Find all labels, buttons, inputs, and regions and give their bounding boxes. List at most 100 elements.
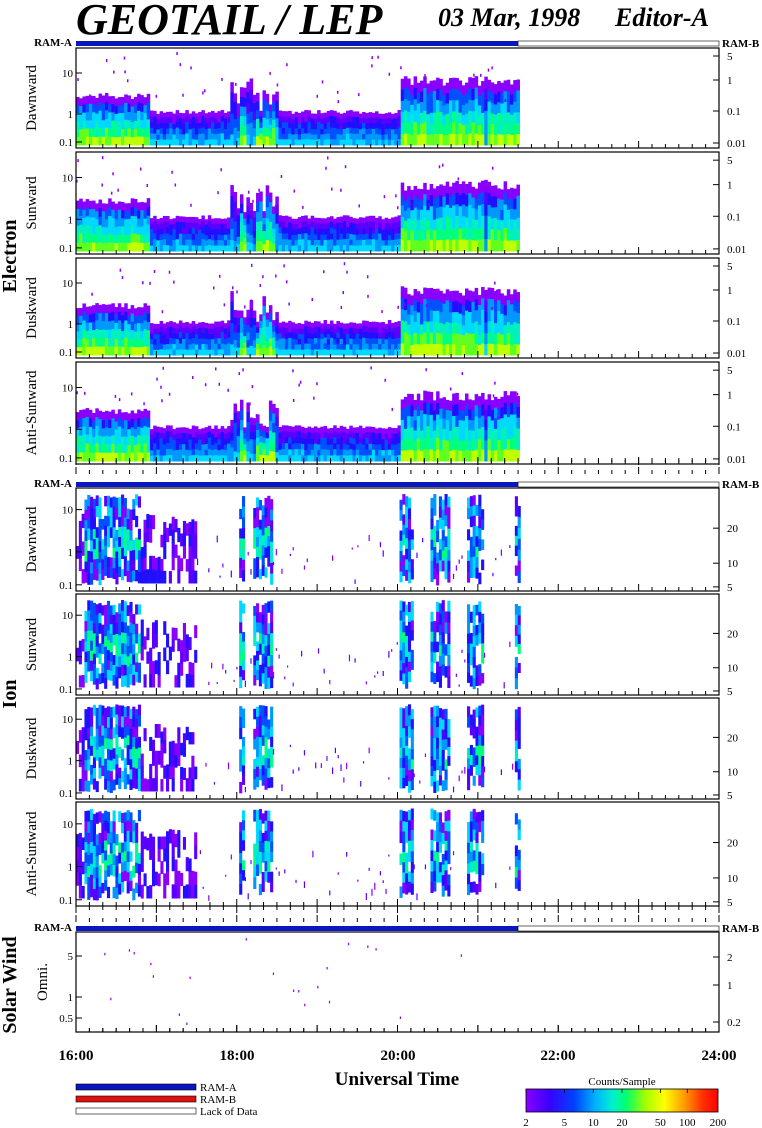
heatmap-cell — [76, 546, 80, 559]
heatmap-cell — [162, 328, 167, 335]
heatmap-cell — [329, 427, 334, 434]
heatmap-cell — [275, 312, 279, 320]
heatmap-cell — [275, 274, 277, 278]
heatmap-cell — [339, 124, 344, 130]
heatmap-cell — [175, 239, 180, 246]
heatmap-cell — [407, 133, 411, 146]
heatmap-cell — [468, 301, 472, 313]
heatmap-cell — [468, 311, 472, 324]
heatmap-cell — [191, 437, 196, 444]
heatmap-cell — [317, 121, 321, 129]
heatmap-cell — [493, 301, 498, 313]
heatmap-cell — [442, 115, 447, 126]
heatmap-cell — [82, 209, 86, 219]
heatmap-cell — [339, 216, 344, 223]
heatmap-cell — [471, 430, 475, 442]
heatmap-cell — [127, 429, 131, 438]
heatmap-cell — [503, 192, 508, 206]
heatmap-cell — [510, 414, 514, 427]
heatmap-cell — [436, 661, 440, 673]
heatmap-cell — [101, 436, 106, 446]
heatmap-cell — [185, 444, 189, 451]
heatmap-cell — [346, 215, 350, 222]
heatmap-cell — [465, 449, 469, 462]
heatmap-cell — [516, 439, 520, 451]
heatmap-cell — [109, 633, 113, 644]
heatmap-cell — [262, 135, 266, 146]
heatmap-cell — [516, 195, 520, 208]
y-tick-label: 1 — [727, 75, 733, 87]
heatmap-cell — [137, 315, 141, 324]
heatmap-cell — [397, 455, 402, 462]
heatmap-cell — [129, 519, 133, 531]
heatmap-cell — [261, 515, 265, 526]
heatmap-cell — [291, 443, 295, 451]
heatmap-cell — [104, 321, 109, 331]
heatmap-cell — [258, 499, 262, 511]
heatmap-cell — [423, 321, 427, 334]
heatmap-cell — [78, 652, 82, 665]
heatmap-cell — [378, 113, 382, 120]
heatmap-cell — [407, 229, 411, 241]
heatmap-cell — [426, 332, 430, 345]
heatmap-cell — [111, 128, 115, 138]
heatmap-cell — [416, 438, 421, 451]
heatmap-cell — [175, 433, 180, 440]
heatmap-cell — [92, 767, 96, 780]
heatmap-cell — [126, 735, 130, 746]
heatmap-cell — [461, 105, 466, 116]
heatmap-cell — [516, 406, 520, 419]
heatmap-cell — [452, 573, 455, 579]
heatmap-cell — [246, 317, 250, 326]
heatmap-cell — [108, 198, 112, 208]
heatmap-cell — [416, 552, 418, 559]
heatmap-cell — [358, 204, 361, 208]
heatmap-cell — [514, 565, 518, 576]
heatmap-cell — [352, 128, 357, 135]
heatmap-cell — [112, 706, 116, 718]
heatmap-cell — [317, 648, 320, 654]
heatmap-cell — [487, 239, 492, 252]
heatmap-cell — [265, 326, 270, 335]
heatmap-cell — [358, 129, 363, 136]
heatmap-cell — [111, 242, 115, 252]
heatmap-cell — [223, 303, 226, 307]
heatmap-cell — [317, 433, 321, 440]
heatmap-cell — [162, 323, 167, 330]
heatmap-cell — [258, 188, 260, 192]
heatmap-cell — [239, 548, 243, 559]
heatmap-cell — [333, 323, 337, 330]
heatmap-cell — [88, 120, 93, 130]
heatmap-cell — [381, 349, 385, 356]
heatmap-cell — [98, 746, 102, 758]
heatmap-cell — [124, 311, 128, 322]
heatmap-cell — [326, 234, 331, 241]
heatmap-cell — [358, 222, 363, 229]
heatmap-cell — [397, 127, 402, 134]
heatmap-cell — [166, 338, 170, 345]
heatmap-cell — [123, 643, 127, 655]
heatmap-cell — [436, 207, 440, 220]
heatmap-cell — [445, 239, 450, 252]
heatmap-cell — [104, 136, 109, 146]
heatmap-cell — [493, 185, 498, 197]
heatmap-cell — [516, 206, 520, 219]
heatmap-cell — [76, 104, 80, 114]
heatmap-cell — [452, 88, 456, 101]
heatmap-cell — [346, 333, 350, 340]
heatmap-cell — [477, 428, 482, 440]
heatmap-cell — [490, 113, 495, 125]
heatmap-cell — [201, 245, 205, 252]
heatmap-cell — [212, 286, 215, 290]
heatmap-cell — [239, 622, 243, 634]
heatmap-cell — [101, 624, 105, 635]
heatmap-cell — [111, 426, 115, 436]
heatmap-cell — [178, 427, 183, 434]
heatmap-cell — [333, 443, 337, 450]
heatmap-cell — [458, 559, 460, 564]
heatmap-cell — [233, 211, 238, 222]
heatmap-cell — [114, 211, 119, 220]
heatmap-cell — [175, 339, 180, 345]
heatmap-cell — [194, 222, 199, 229]
heatmap-cell — [126, 539, 130, 551]
